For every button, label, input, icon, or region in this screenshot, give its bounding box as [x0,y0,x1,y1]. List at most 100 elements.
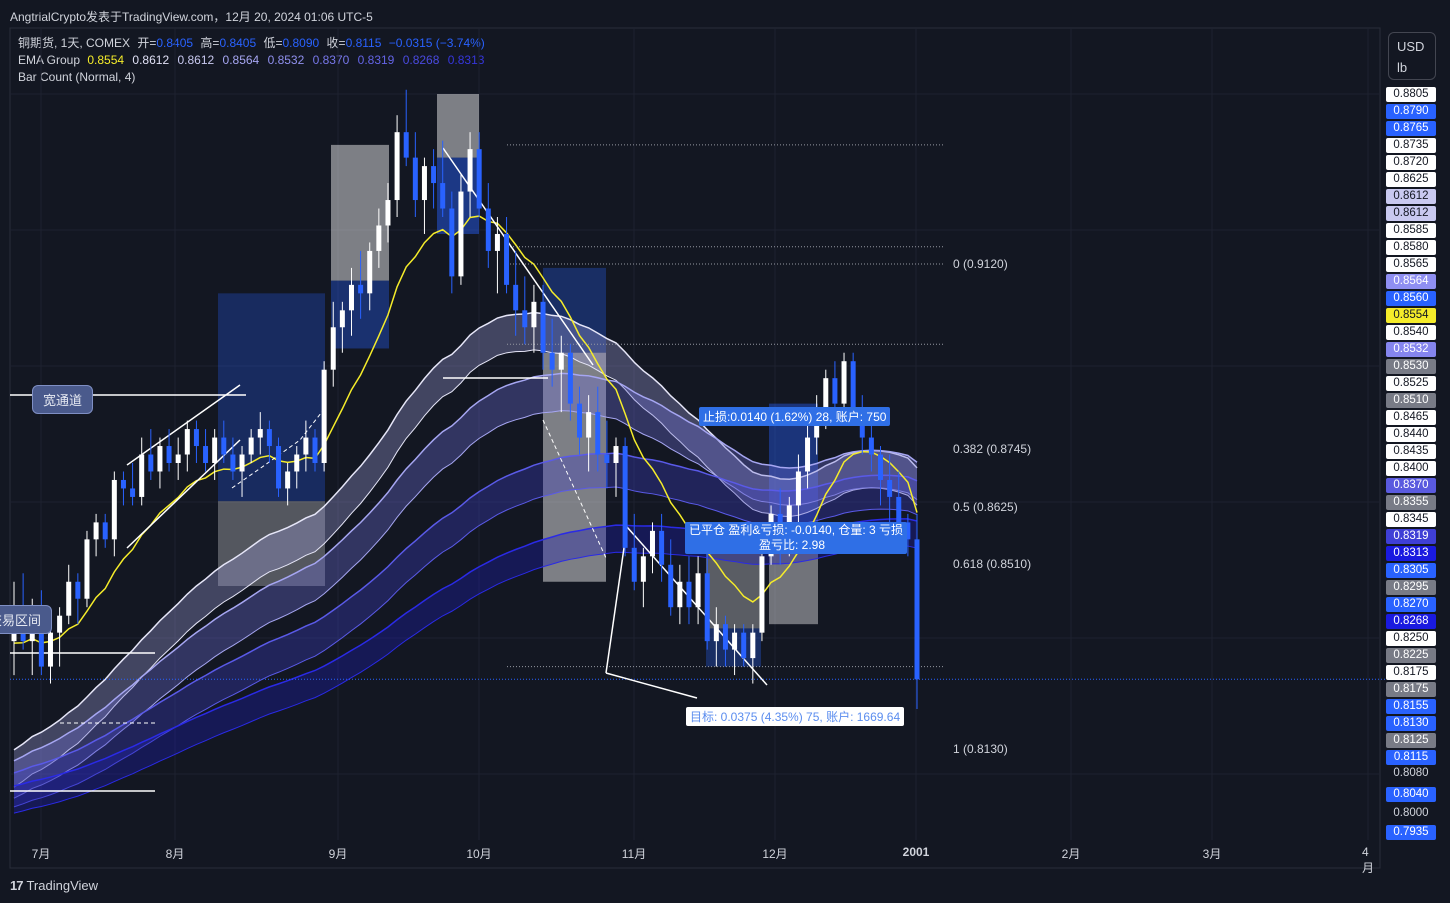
candle-body [577,403,583,438]
candle-body [595,412,601,455]
candle-body [759,556,765,633]
currency-unit: lb [1397,60,1408,75]
candle-body [266,429,272,447]
candle-body [403,132,409,158]
time-axis-label: 12月 [762,847,788,861]
candle-body [586,412,592,438]
price-axis-label: 0.8250 [1386,631,1436,646]
candle-body [841,361,847,404]
candle-body [677,581,683,608]
ema-value: 0.8532 [267,53,305,67]
price-axis-label: 0.8530 [1386,359,1436,374]
candle-body [832,378,838,404]
price-axis-label: 0.8565 [1386,257,1436,272]
candle-body [212,437,218,463]
time-axis-label: 3月 [1202,847,1222,861]
price-axis-label: 0.8345 [1386,512,1436,527]
candle-body [339,310,345,328]
wide-channel-callout[interactable]: 宽通道 [32,385,94,414]
closed-position-line2: 盈亏比: 2.98 [759,538,826,552]
price-axis-label: 0.8040 [1386,787,1436,802]
ema-value: 0.8319 [357,53,395,67]
time-axis-label: 9月 [328,847,348,861]
candle-body [394,132,400,201]
price-axis-label: 0.8115 [1386,750,1436,765]
candle-body [221,437,227,455]
trend-line [126,439,241,549]
symbol-name: 铜期货, 1天, COMEX [18,36,131,50]
price-axis-label: 0.8295 [1386,580,1436,595]
candle-body [531,301,537,328]
trade-zone [218,501,325,586]
close-value: 0.8115 [345,36,382,50]
candle-body [823,378,829,413]
price-axis-label: 0.8580 [1386,240,1436,255]
candle-body [239,454,245,472]
target-label[interactable]: 目标: 0.0375 (4.35%) 75, 账户: 1669.64 [686,707,905,726]
candle-body [914,539,920,680]
candle-body [613,446,619,463]
candle-body [513,284,519,311]
closed-position-label[interactable]: 已平仓 盈利&亏损: -0.0140, 仓量: 3 亏损 盈亏比: 2.98 [685,522,908,554]
candle-body [421,166,427,201]
time-axis-label: 4月 [1362,845,1375,875]
price-axis-label: 0.8435 [1386,444,1436,459]
price-axis-label: 0.8155 [1386,699,1436,714]
low-value: 0.8090 [282,36,320,50]
ema-value: 0.8564 [222,53,260,67]
candle-body [367,250,373,294]
candle-body [750,632,756,659]
ema-line [13,545,918,814]
trend-line [126,384,241,466]
candle-body [166,446,172,463]
candle-body [795,471,801,506]
price-axis-label: 0.8080 [1393,767,1429,779]
time-axis-label: 10月 [466,847,492,861]
candle-body [348,284,354,311]
time-axis[interactable]: 7月 8月 9月 10月 11月 12月 2001 2月 3月 4月 [10,845,1380,875]
candle-body [741,632,747,659]
candle-body [686,581,692,608]
candle-body [713,624,719,642]
candle-body [412,157,418,201]
candle-body [38,615,44,667]
publisher-header: AngtrialCrypto发表于TradingView.com，12月 20,… [10,10,373,24]
candle-body [47,632,53,667]
price-axis-label: 0.8370 [1386,478,1436,493]
candle-body [84,539,90,599]
projection-line [542,419,607,559]
candle-body [203,446,209,463]
candle-body [558,352,564,370]
candle-body [567,352,573,404]
candle-body [704,573,710,642]
closed-position-line1: 已平仓 盈利&亏损: -0.0140, 仓量: 3 亏损 [689,523,904,537]
ema-ribbon-band [14,453,917,807]
range-callout[interactable]: 交易区间 [0,605,53,634]
tradingview-logo[interactable]: 17 TradingView [10,878,98,893]
price-axis-label: 0.8510 [1386,393,1436,408]
ema-fast-line [13,215,918,644]
candle-body [476,149,482,209]
price-axis-label: 0.8554 [1386,308,1436,323]
trend-line [605,672,698,699]
price-axis-label: 0.8585 [1386,223,1436,238]
candle-body [111,479,117,540]
price-axis-label: 0.8270 [1386,597,1436,612]
price-axis-label: 0.8525 [1386,376,1436,391]
candle-body [905,522,911,540]
currency-unit-button[interactable]: USD lb [1388,32,1436,80]
fib-level-0: 0 (0.9120) [953,257,1008,271]
candle-body [440,183,446,209]
bar-count-legend-row[interactable]: Bar Count (Normal, 4) [18,70,136,84]
price-axis-label: 0.8175 [1386,682,1436,697]
candle-body [631,547,637,582]
candle-body [330,327,336,370]
candle-body [193,429,199,447]
ema-value: 0.8370 [312,53,350,67]
ema-legend-row[interactable]: EMA Group 0.8554 0.8612 0.8612 0.8564 0.… [18,52,489,69]
price-axis-label: 0.8612 [1386,206,1436,221]
trade-zone [437,94,479,158]
candle-body [130,488,136,497]
stop-loss-label[interactable]: 止损:0.0140 (1.62%) 28, 账户: 750 [699,407,891,426]
